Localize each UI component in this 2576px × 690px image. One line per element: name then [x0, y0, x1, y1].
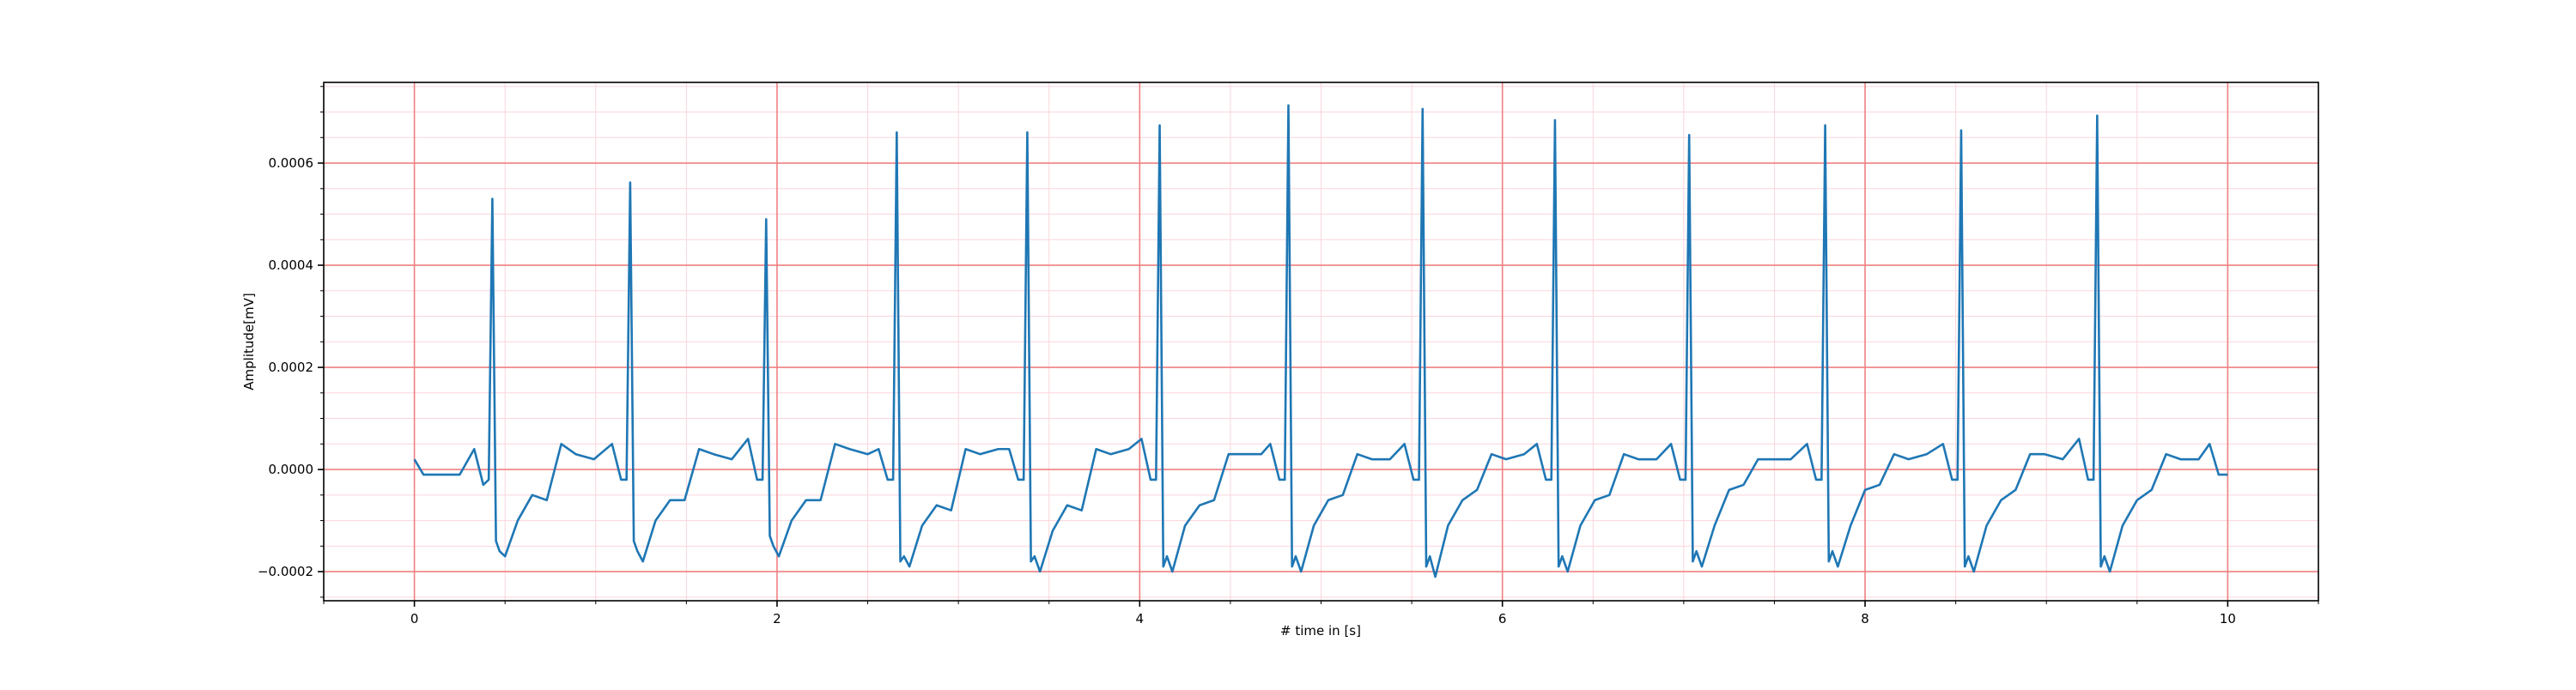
- x-tick-label: 6: [1498, 611, 1507, 626]
- x-tick-label: 4: [1136, 611, 1145, 626]
- x-tick-label: 0: [410, 611, 419, 626]
- ticks: 0 2 4 6 8 10 −0.0002 0.0000 0.0002 0.0004 0.0006: [258, 86, 2319, 626]
- y-tick-label: −0.0002: [258, 564, 313, 579]
- x-tick-label: 2: [773, 611, 781, 626]
- x-axis-label: # time in [s]: [1280, 623, 1361, 639]
- x-tick-label: 8: [1861, 611, 1869, 626]
- ecg-line: [413, 104, 2228, 578]
- plot-area: [413, 104, 2228, 578]
- y-tick-label: 0.0002: [269, 360, 314, 375]
- y-tick-label: 0.0000: [269, 462, 314, 477]
- y-tick-label: 0.0006: [269, 155, 314, 171]
- x-tick-label: 10: [2220, 611, 2236, 626]
- y-axis-label: Amplitude[mV]: [241, 293, 257, 390]
- y-tick-label: 0.0004: [269, 257, 314, 273]
